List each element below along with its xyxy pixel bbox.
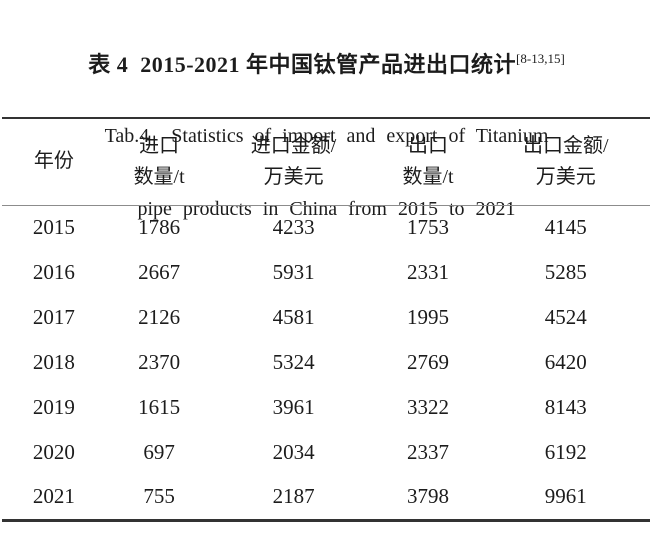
cell-import-value: 2187 xyxy=(272,484,315,509)
table-title-zh-text: 表 4 2015-2021 年中国钛管产品进出口统计 xyxy=(88,52,517,77)
table-body: 2015 1786 4233 1753 4145 2016 2667 5931 … xyxy=(2,205,650,520)
table-row: 2021 755 2187 3798 9961 xyxy=(2,475,650,520)
header-export-value-line1: 出口金额/ xyxy=(522,134,609,157)
header-year: 年份 xyxy=(2,118,106,205)
cell-year: 2017 xyxy=(32,305,75,329)
cell-export-value: 4145 xyxy=(544,215,587,240)
cell-export-value: 4524 xyxy=(544,305,587,329)
header-import-value-line1: 进口金额/ xyxy=(250,134,337,157)
header-export-quantity-line1: 出口 xyxy=(408,134,449,157)
header-year-line1: 年份 xyxy=(33,150,74,173)
table-title-zh: 表 4 2015-2021 年中国钛管产品进出口统计[8-13,15] xyxy=(0,42,653,82)
cell-export-value: 8143 xyxy=(544,395,587,419)
table-title-en-line2: pipe products in China from 2015 to 2021 xyxy=(137,198,516,220)
cell-import-quantity: 1615 xyxy=(138,395,181,419)
header-export-quantity-line2: 数量/t xyxy=(402,165,454,188)
cell-import-value: 5324 xyxy=(272,350,315,374)
cell-import-value: 4581 xyxy=(272,305,315,329)
cell-export-quantity: 3322 xyxy=(407,395,450,419)
header-export-quantity: 出口数量/t xyxy=(375,118,482,205)
table-caption-block: 表 4 2015-2021 年中国钛管产品进出口统计[8-13,15] Tab.… xyxy=(0,6,653,264)
header-import-quantity-line1: 进口 xyxy=(139,134,180,157)
table-row: 2015 1786 4233 1753 4145 xyxy=(2,205,650,250)
cell-year: 2021 xyxy=(32,484,75,509)
cell-export-value: 6192 xyxy=(544,440,587,464)
cell-export-value: 6420 xyxy=(544,350,587,374)
cell-export-quantity: 2337 xyxy=(407,440,450,464)
header-import-value: 进口金额/万美元 xyxy=(213,118,375,205)
cell-import-quantity: 697 xyxy=(143,440,175,464)
cell-import-value: 3961 xyxy=(272,395,315,419)
cell-import-quantity: 755 xyxy=(143,484,175,509)
cell-year: 2019 xyxy=(32,395,75,419)
cell-year: 2016 xyxy=(32,260,75,284)
cell-export-quantity: 1995 xyxy=(407,305,450,329)
cell-export-value: 9961 xyxy=(544,484,587,509)
cell-year: 2015 xyxy=(32,215,75,240)
table-title-en-line1: Tab.4 Statistics of import and export of… xyxy=(104,125,549,147)
cell-year: 2020 xyxy=(32,440,75,464)
import-export-table: 年份 进口数量/t 进口金额/万美元 出口数量/t 出口金额/万美元 2015 xyxy=(2,117,650,522)
cell-export-quantity: 3798 xyxy=(407,484,450,509)
table-header: 年份 进口数量/t 进口金额/万美元 出口数量/t 出口金额/万美元 xyxy=(2,118,650,205)
cell-export-quantity: 2769 xyxy=(407,350,450,374)
header-import-value-line2: 万美元 xyxy=(263,165,324,188)
cell-export-quantity: 1753 xyxy=(407,215,450,240)
cell-import-quantity: 2370 xyxy=(138,350,181,374)
cell-import-value: 4233 xyxy=(272,215,315,240)
header-import-quantity: 进口数量/t xyxy=(106,118,213,205)
table-header-row: 年份 进口数量/t 进口金额/万美元 出口数量/t 出口金额/万美元 xyxy=(2,118,650,205)
cell-export-quantity: 2331 xyxy=(407,260,450,284)
cell-import-value: 2034 xyxy=(272,440,315,464)
citation-reference: [8-13,15] xyxy=(516,51,565,66)
cell-import-quantity: 1786 xyxy=(138,215,181,240)
cell-export-value: 5285 xyxy=(544,260,587,284)
table-row: 2020 697 2034 2337 6192 xyxy=(2,430,650,475)
cell-import-value: 5931 xyxy=(272,260,315,284)
header-export-value: 出口金额/万美元 xyxy=(481,118,650,205)
table-row: 2016 2667 5931 2331 5285 xyxy=(2,250,650,295)
header-import-quantity-line2: 数量/t xyxy=(133,165,185,188)
cell-import-quantity: 2667 xyxy=(138,260,181,284)
cell-year: 2018 xyxy=(32,350,75,374)
table-row: 2017 2126 4581 1995 4524 xyxy=(2,295,650,340)
header-export-value-line2: 万美元 xyxy=(535,165,596,188)
table-row: 2018 2370 5324 2769 6420 xyxy=(2,340,650,385)
cell-import-quantity: 2126 xyxy=(138,305,181,329)
table-row: 2019 1615 3961 3322 8143 xyxy=(2,385,650,430)
